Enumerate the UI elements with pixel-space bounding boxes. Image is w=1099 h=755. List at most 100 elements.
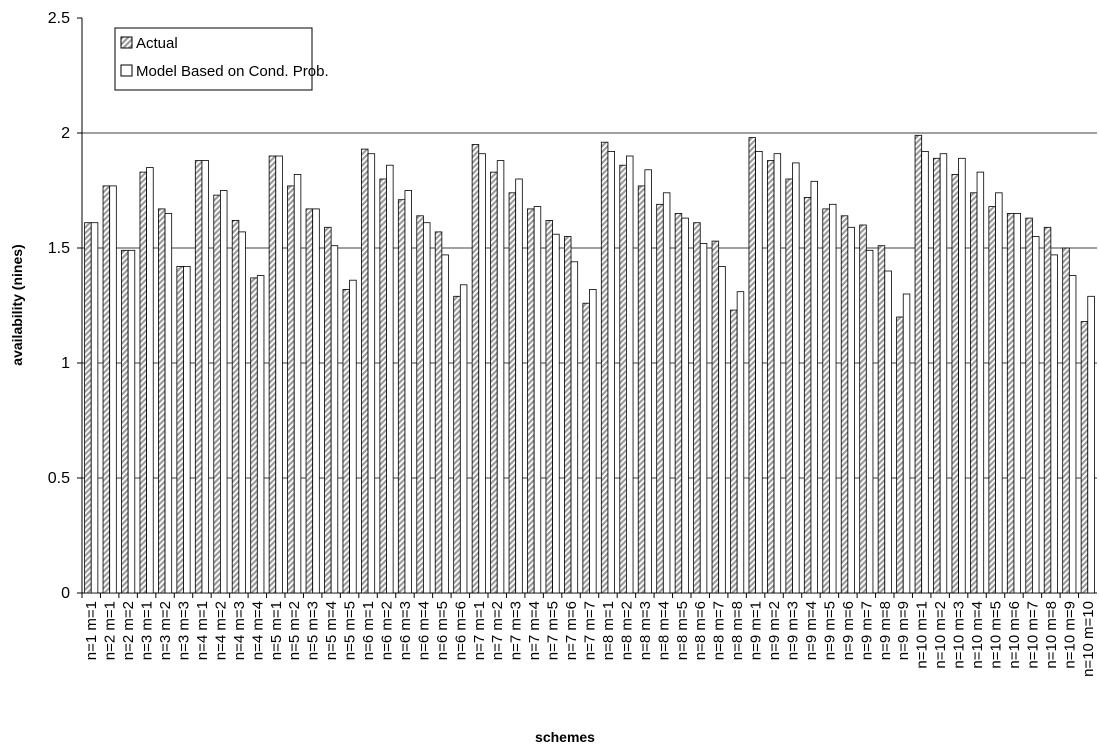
x-tick-label: n=5 m=5 bbox=[342, 601, 359, 660]
x-tick-label: n=4 m=4 bbox=[249, 601, 266, 660]
bar bbox=[361, 148, 369, 594]
bar bbox=[121, 249, 129, 594]
bar bbox=[533, 206, 542, 594]
y-axis-label: availability (nines) bbox=[9, 244, 25, 365]
x-tick-label: n=8 m=2 bbox=[618, 601, 635, 660]
bar bbox=[656, 203, 664, 594]
bar bbox=[102, 185, 111, 594]
bar bbox=[367, 153, 376, 594]
bar bbox=[988, 206, 996, 594]
bar bbox=[256, 275, 265, 594]
bar bbox=[176, 265, 184, 594]
bar bbox=[884, 270, 892, 594]
bar bbox=[755, 150, 763, 594]
x-tick-label: n=10 m=9 bbox=[1061, 601, 1078, 669]
bar bbox=[459, 284, 468, 594]
bar bbox=[718, 265, 726, 594]
bar bbox=[471, 144, 480, 594]
bar bbox=[194, 160, 203, 594]
bar bbox=[674, 213, 683, 594]
bar bbox=[545, 219, 553, 594]
x-tick-label: n=7 m=4 bbox=[526, 601, 543, 660]
bar bbox=[902, 293, 911, 594]
x-tick-label: n=4 m=3 bbox=[231, 601, 248, 660]
bar bbox=[736, 291, 745, 594]
y-tick-label: 0 bbox=[61, 585, 70, 602]
x-tick-label: n=7 m=6 bbox=[563, 601, 580, 660]
bar bbox=[146, 167, 154, 594]
bar bbox=[287, 185, 295, 594]
x-tick-label: n=6 m=6 bbox=[452, 601, 469, 660]
bar bbox=[933, 157, 941, 594]
x-tick-label: n=8 m=5 bbox=[674, 601, 691, 660]
bar bbox=[238, 231, 246, 594]
bar bbox=[552, 233, 560, 594]
x-tick-label: n=7 m=5 bbox=[545, 601, 562, 660]
x-tick-label: n=5 m=2 bbox=[286, 601, 303, 660]
bar bbox=[90, 222, 99, 594]
bar bbox=[158, 208, 166, 594]
legend-swatch bbox=[120, 64, 133, 77]
x-tick-label: n=7 m=1 bbox=[471, 601, 488, 660]
x-tick-label: n=9 m=5 bbox=[821, 601, 838, 660]
x-axis-label: schemes bbox=[535, 729, 595, 745]
bar bbox=[305, 208, 314, 594]
bar bbox=[515, 178, 523, 594]
bar bbox=[213, 194, 221, 594]
bar bbox=[637, 185, 646, 594]
bar bbox=[127, 249, 136, 594]
bar bbox=[976, 171, 985, 594]
bar bbox=[312, 208, 320, 594]
bar bbox=[730, 309, 738, 594]
bar bbox=[619, 164, 627, 594]
bar bbox=[527, 208, 535, 594]
bar bbox=[1006, 213, 1015, 594]
bar bbox=[139, 171, 147, 594]
bar bbox=[644, 169, 652, 594]
x-tick-label: n=9 m=9 bbox=[895, 601, 912, 660]
x-tick-label: n=9 m=8 bbox=[877, 601, 894, 660]
bar bbox=[626, 155, 634, 594]
bar bbox=[164, 213, 173, 594]
bar bbox=[1043, 226, 1052, 594]
bar bbox=[939, 153, 948, 594]
bar bbox=[748, 137, 756, 594]
x-tick-label: n=2 m=1 bbox=[102, 601, 119, 660]
bar bbox=[1062, 247, 1070, 594]
legend-label: Actual bbox=[136, 35, 178, 52]
x-tick-label: n=10 m=3 bbox=[951, 601, 968, 669]
bar bbox=[914, 134, 923, 594]
bar bbox=[268, 155, 277, 594]
y-tick-label: 2.5 bbox=[48, 10, 70, 27]
bar bbox=[896, 316, 904, 594]
bar bbox=[699, 242, 708, 594]
bar bbox=[386, 164, 394, 594]
bar bbox=[342, 288, 350, 594]
bar bbox=[773, 153, 782, 594]
x-tick-label: n=4 m=1 bbox=[194, 601, 211, 660]
x-tick-label: n=10 m=1 bbox=[914, 601, 931, 669]
bar bbox=[803, 196, 812, 594]
x-tick-label: n=8 m=1 bbox=[600, 601, 617, 660]
bar bbox=[416, 215, 424, 594]
bar bbox=[183, 265, 191, 594]
bar bbox=[220, 190, 228, 594]
bar bbox=[859, 224, 867, 594]
bar bbox=[693, 222, 701, 594]
bar bbox=[441, 254, 449, 594]
y-tick-label: 1 bbox=[61, 355, 70, 372]
bar bbox=[1050, 254, 1058, 594]
x-tick-label: n=3 m=2 bbox=[157, 601, 174, 660]
bar bbox=[822, 208, 830, 594]
bar bbox=[379, 178, 387, 594]
bar bbox=[330, 245, 339, 594]
x-tick-label: n=8 m=4 bbox=[655, 601, 672, 660]
legend-box bbox=[114, 27, 313, 91]
bar bbox=[84, 222, 92, 594]
x-tick-label: n=9 m=7 bbox=[858, 601, 875, 660]
bar bbox=[201, 160, 209, 594]
bar bbox=[564, 236, 572, 594]
x-tick-label: n=5 m=4 bbox=[323, 601, 340, 660]
x-tick-label: n=7 m=3 bbox=[508, 601, 525, 660]
bar bbox=[349, 279, 357, 594]
